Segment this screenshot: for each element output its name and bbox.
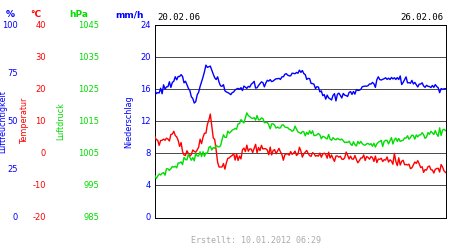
Text: 10: 10 <box>36 117 46 126</box>
Text: 4: 4 <box>145 181 151 190</box>
Text: 1005: 1005 <box>78 149 99 158</box>
Text: 26.02.06: 26.02.06 <box>400 14 443 22</box>
Text: 0: 0 <box>145 213 151 222</box>
Text: 8: 8 <box>145 149 151 158</box>
Text: 1025: 1025 <box>78 85 99 94</box>
Text: 24: 24 <box>140 20 151 30</box>
Text: 0: 0 <box>13 213 18 222</box>
Text: %: % <box>5 10 14 20</box>
Text: 40: 40 <box>36 20 46 30</box>
Text: Luftdruck: Luftdruck <box>56 102 65 140</box>
Text: Niederschlag: Niederschlag <box>124 95 133 148</box>
Text: 50: 50 <box>8 117 18 126</box>
Text: 20: 20 <box>140 52 151 62</box>
Text: Temperatur: Temperatur <box>20 98 29 144</box>
Text: 75: 75 <box>7 68 18 78</box>
Text: 1035: 1035 <box>78 52 99 62</box>
Text: 985: 985 <box>83 213 99 222</box>
Text: 12: 12 <box>140 117 151 126</box>
Text: 16: 16 <box>140 85 151 94</box>
Text: 25: 25 <box>8 165 18 174</box>
Text: 1015: 1015 <box>78 117 99 126</box>
Text: Luftfeuchtigkeit: Luftfeuchtigkeit <box>0 90 7 153</box>
Text: 0: 0 <box>40 149 46 158</box>
Text: -10: -10 <box>32 181 46 190</box>
Text: 100: 100 <box>2 20 18 30</box>
Text: 30: 30 <box>35 52 46 62</box>
Text: mm/h: mm/h <box>115 10 143 20</box>
Text: 1045: 1045 <box>78 20 99 30</box>
Text: 20.02.06: 20.02.06 <box>157 14 200 22</box>
Text: hPa: hPa <box>70 10 89 20</box>
Text: -20: -20 <box>32 213 46 222</box>
Text: 20: 20 <box>36 85 46 94</box>
Text: Erstellt: 10.01.2012 06:29: Erstellt: 10.01.2012 06:29 <box>191 236 321 245</box>
Text: °C: °C <box>31 10 42 20</box>
Text: 995: 995 <box>83 181 99 190</box>
